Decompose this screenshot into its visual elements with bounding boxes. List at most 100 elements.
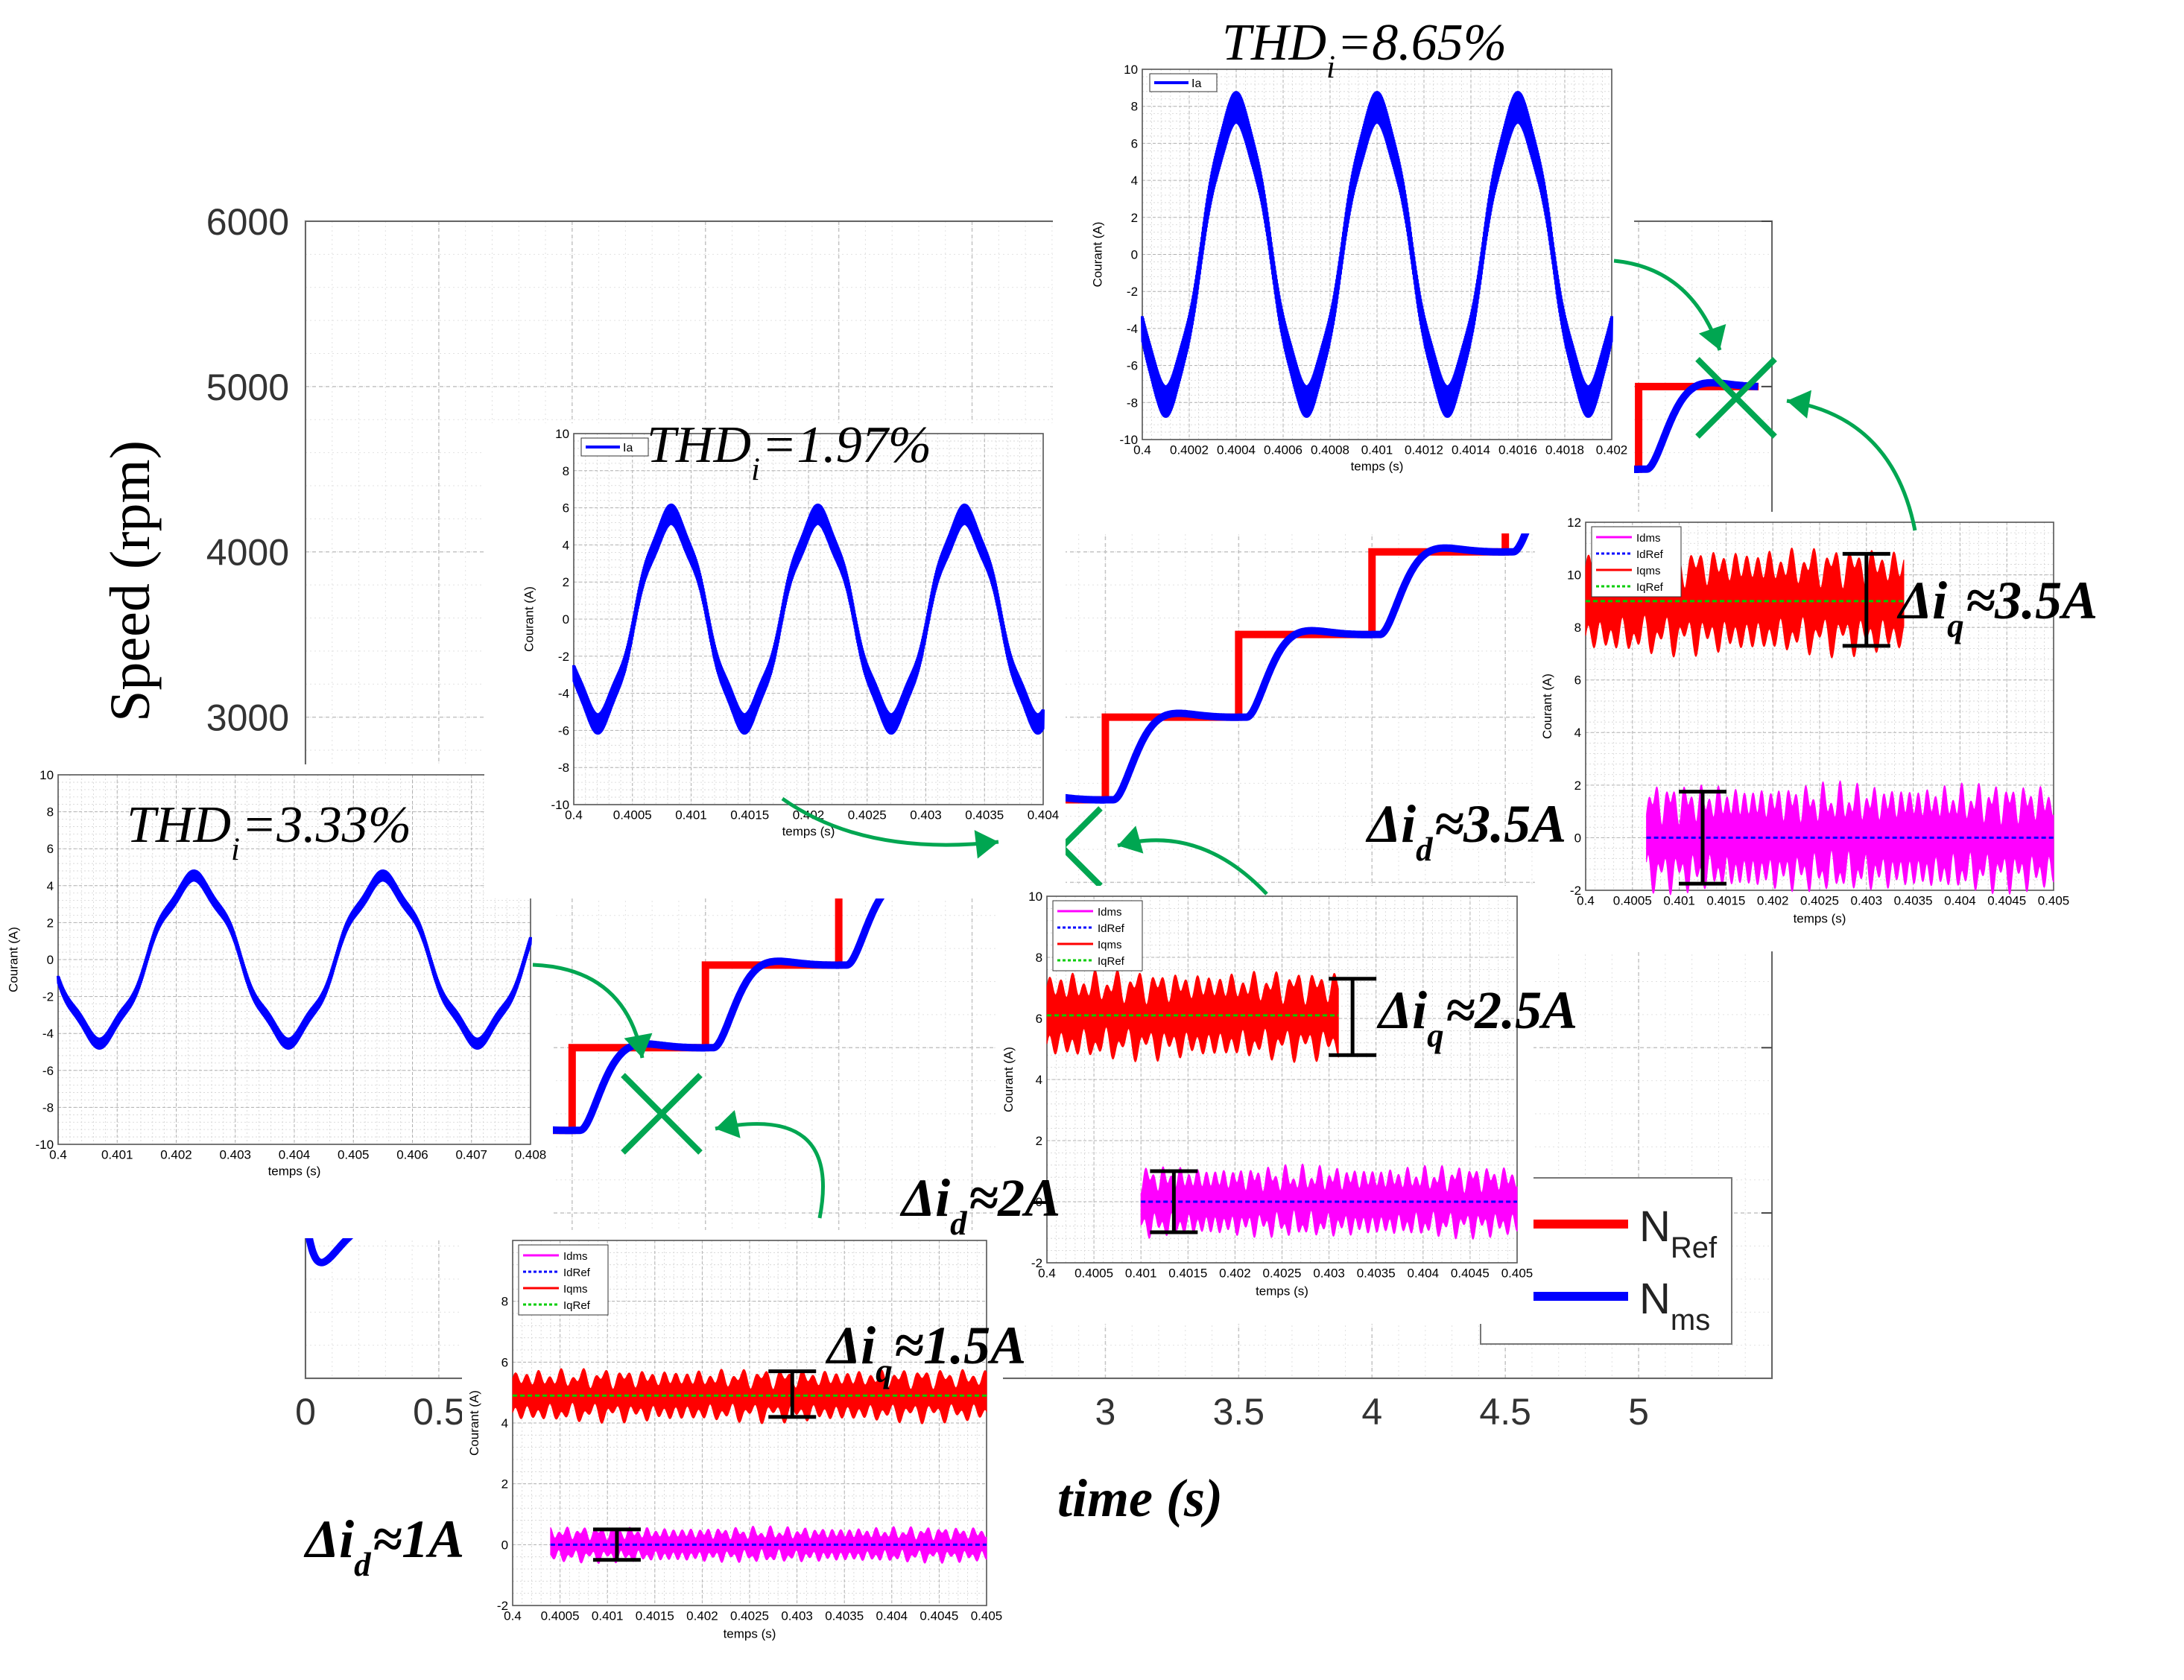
ia-mid-xtick-label: 0.4025 [848, 808, 887, 822]
idq-low-dq-q-annotation: Δiq≈1.5A [825, 1316, 1026, 1389]
idq-high-iqms-band [1585, 546, 1905, 659]
idq-low-xtick-label: 0.4015 [636, 1609, 674, 1623]
ia-mid-ytick-label: -4 [558, 687, 569, 701]
ia-low-grid [57, 774, 531, 1145]
idq-mid-legend-box [1052, 900, 1143, 971]
ia-low-xlabel: temps (s) [268, 1164, 321, 1179]
arrow-idq-low-line [715, 1122, 825, 1219]
idq-low-xtick-label: 0.4045 [920, 1609, 958, 1623]
idq-mid-legend-label: IqRef [1098, 955, 1125, 968]
ia-high-ia-trace [1141, 91, 1613, 418]
idq-mid-xtick-label: 0.401 [1125, 1267, 1157, 1281]
ia-low-ytick-label: -4 [42, 1027, 54, 1041]
idq-mid-dq-d-annotation-sub: d [950, 1205, 968, 1242]
ia-high-axes-box [1142, 69, 1612, 440]
ia-low-ytick-label: 0 [47, 953, 54, 967]
arrow-ia-mid [781, 796, 999, 859]
idq-low-dq-d-annotation-rest: ≈1A [373, 1509, 465, 1569]
idq-high-xlabel: temps (s) [1794, 911, 1846, 925]
idq-low-xtick-label: 0.405 [971, 1609, 1003, 1623]
idq-high-dq-d-annotation-main: Δi [1365, 794, 1416, 854]
idq-low-legend-label: Idms [563, 1250, 588, 1263]
ia-high-ytick-label: 8 [1131, 100, 1138, 114]
ia-mid-ia-trace [572, 503, 1045, 735]
idq-high-ylabel: Courant (A) [1540, 673, 1554, 739]
idq-low-dq-q-annotation-main: Δi [825, 1316, 876, 1375]
idq-high-inset: 0.4 0.4005 0.401 0.4015 0.402 0.4025 0.403 0.40… [1535, 512, 2070, 951]
ia-high-xtick-label: 0.402 [1596, 443, 1628, 457]
idq-low-ytick-label: 8 [501, 1295, 508, 1309]
ia-low-ytick-label: -10 [35, 1138, 54, 1152]
idq-mid-dq-q-annotation-main: Δi [1376, 980, 1427, 1040]
ia-mid-xtick-label: 0.4 [565, 808, 583, 822]
ia-mid-ytick-label: 8 [563, 464, 569, 478]
idq-high-dq-d-annotation-rest: ≈3.5A [1434, 794, 1567, 854]
idq-low-ytick-label: 6 [501, 1355, 508, 1369]
ia-high-xtick-label: 0.4014 [1452, 443, 1490, 457]
ia-mid-ytick-label: 0 [563, 612, 569, 627]
idq-mid-xtick-label: 0.405 [1501, 1267, 1533, 1281]
idq-mid-legend-label: Idms [1098, 906, 1122, 919]
ia-mid-xtick-label: 0.401 [675, 808, 707, 822]
ia-mid-ylabel: Courant (A) [522, 586, 536, 652]
idq-low-axes-box [512, 1240, 987, 1606]
ia-low-xtick-label: 0.402 [160, 1148, 192, 1162]
ia-low-axes-box [57, 774, 531, 1145]
idq-high-xtick-label: 0.402 [1757, 894, 1789, 908]
ia-high-ytick-label: -2 [1127, 285, 1138, 299]
idq-low-xtick-label: 0.4025 [730, 1609, 769, 1623]
idq-low-ytick-label: 2 [501, 1477, 508, 1492]
ia-low-thd-annotation: THDi=3.33% [127, 796, 411, 867]
ia-high-ytick-label: 2 [1131, 211, 1138, 225]
ia-low-thd-annotation-sub: i [231, 832, 240, 867]
idq-high-ytick-label: 6 [1574, 673, 1581, 688]
ia-mid-thd-annotation-main: THD [647, 416, 751, 474]
ia-mid-ytick-label: 2 [563, 575, 569, 589]
ia-low-xtick-label: 0.407 [455, 1148, 487, 1162]
idq-low-legend: Idms IdRef Iqms IqRef [518, 1244, 609, 1316]
idq-high-ytick-label: 2 [1574, 779, 1581, 793]
idq-high-xtick-label: 0.4035 [1894, 894, 1933, 908]
ia-high-ytick-label: -6 [1127, 359, 1138, 373]
ia-high-xtick-label: 0.4 [1133, 443, 1151, 457]
idq-low-dq-q-annotation-rest: ≈1.5A [894, 1316, 1027, 1375]
idq-low-xtick-label: 0.404 [876, 1609, 908, 1623]
idq-high-ytick-label: 8 [1574, 621, 1581, 635]
idq-low-inset: 0.4 0.4005 0.401 0.4015 0.402 0.4025 0.403 0.40… [462, 1230, 1003, 1667]
idq-mid-xtick-label: 0.4035 [1357, 1267, 1396, 1281]
ia-mid-ytick-label: -8 [558, 761, 569, 775]
ia-low-xtick-label: 0.403 [219, 1148, 251, 1162]
ia-mid-ytick-label: 6 [563, 501, 569, 516]
ia-high-xtick-label: 0.4018 [1545, 443, 1584, 457]
main-ytick-label: 6000 [206, 201, 289, 243]
ia-high-thd-annotation-main: THD [1222, 14, 1326, 72]
idq-low-xtick-label: 0.402 [686, 1609, 718, 1623]
idq-high-legend-box [1591, 526, 1682, 597]
ia-high-xtick-label: 0.4006 [1264, 443, 1303, 457]
ia-high-ytick-label: 6 [1131, 136, 1138, 150]
ia-mid-inset: 0.4 0.4005 0.401 0.4015 0.402 0.4025 0.403 0.40… [484, 423, 1066, 898]
ia-high-ytick-label: 0 [1131, 247, 1138, 261]
idq-mid-dq-d-annotation-main: Δi [899, 1168, 950, 1228]
idq-high-xtick-label: 0.405 [2038, 894, 2070, 908]
marker-x-1 [621, 1073, 703, 1155]
ia-mid-ytick-label: -6 [558, 723, 569, 738]
idq-low-xlabel: temps (s) [724, 1626, 776, 1641]
idq-mid-dq-q-annotation-rest: ≈2.5A [1446, 980, 1578, 1040]
idq-high-xtick-label: 0.4005 [1613, 894, 1652, 908]
idq-low-legend-label: Iqms [563, 1283, 588, 1296]
idq-high-errbar [1842, 551, 1890, 648]
idq-mid-xtick-label: 0.4015 [1168, 1267, 1207, 1281]
idq-high-ytick-label: 4 [1574, 726, 1581, 740]
idq-mid-xtick-label: 0.4005 [1074, 1267, 1113, 1281]
idq-mid-dq-d-annotation-rest: ≈2A [969, 1168, 1061, 1228]
idq-low-ylabel: Courant (A) [467, 1390, 481, 1456]
idq-high-dq-q-annotation: Δiq≈3.5A [1896, 571, 2098, 644]
idq-high-legend-label: IdRef [1636, 548, 1664, 561]
idq-high-dq-q-annotation-rest: ≈3.5A [1966, 571, 2098, 630]
arrow-ia-low [532, 963, 653, 1059]
main-ytick-label: 3000 [206, 697, 289, 739]
idq-mid-errbar [1150, 1169, 1198, 1234]
ia-low-xtick-label: 0.404 [279, 1148, 311, 1162]
